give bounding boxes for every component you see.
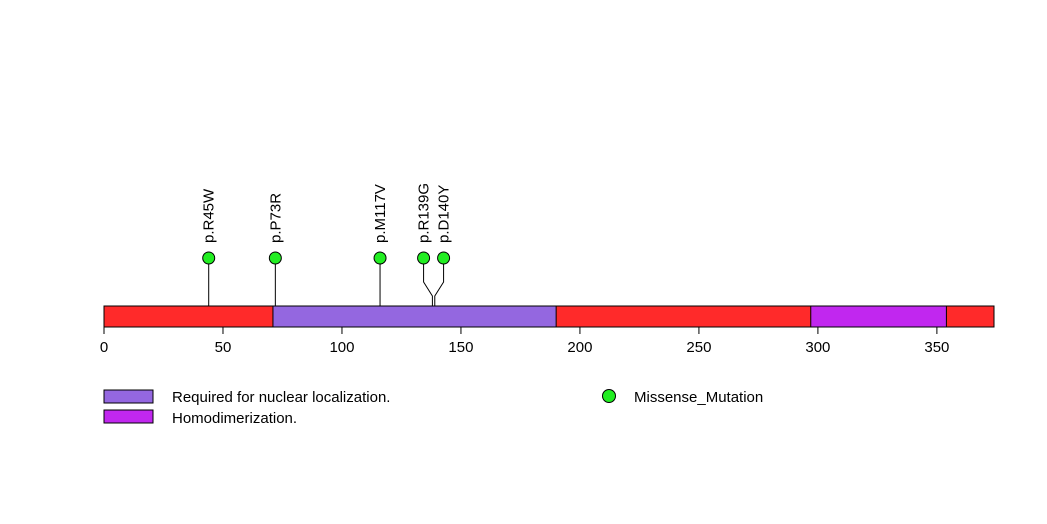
mutation-point-p-m117v	[373, 251, 387, 265]
domain-2	[810, 305, 947, 328]
legend-swatch-domain-2	[103, 409, 154, 424]
mutation-label-p-r139g: p.R139G	[416, 183, 433, 243]
x-axis: 0 50 100 150 200 250 300 350	[100, 326, 949, 356]
legend-label-domain-1: Required for nuclear localization.	[172, 389, 390, 406]
legend-swatch-domain-1	[103, 389, 154, 404]
mutation-point-p-r139g	[417, 251, 431, 265]
x-tick-label-250: 250	[686, 339, 711, 356]
legend-label-missense: Missense_Mutation	[634, 389, 763, 406]
mutation-label-p-p73r: p.P73R	[267, 193, 284, 243]
x-tick-label-0: 0	[100, 339, 108, 356]
x-tick-label-150: 150	[448, 339, 473, 356]
mutation-stem-p-r139g	[423, 258, 433, 306]
x-tick-label-350: 350	[924, 339, 949, 356]
domain-layer	[272, 305, 947, 328]
mutation-point-p-d140y	[437, 251, 451, 265]
domain-1	[272, 305, 557, 328]
mutation-label-p-m117v: p.M117V	[372, 184, 389, 243]
x-tick-label-50: 50	[215, 339, 232, 356]
mutation-layer: p.R45W p.P73R p.M117V p.R139G p.D140Y	[201, 183, 453, 306]
mutation-stem-p-d140y	[434, 258, 445, 306]
legend-label-domain-2: Homodimerization.	[172, 410, 297, 427]
x-tick-label-100: 100	[329, 339, 354, 356]
x-tick-label-200: 200	[567, 339, 592, 356]
legend: Required for nuclear localization. Homod…	[103, 389, 763, 427]
mutation-label-p-r45w: p.R45W	[201, 188, 218, 243]
x-tick-label-300: 300	[805, 339, 830, 356]
mutation-label-p-d140y: p.D140Y	[436, 185, 453, 243]
mutation-point-p-p73r	[268, 251, 282, 265]
mutation-point-p-r45w	[202, 251, 216, 265]
legend-missense-marker	[602, 389, 616, 403]
